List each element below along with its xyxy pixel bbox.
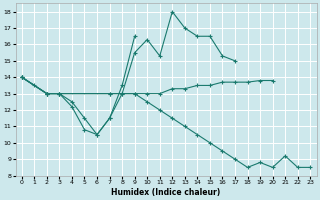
- X-axis label: Humidex (Indice chaleur): Humidex (Indice chaleur): [111, 188, 221, 197]
